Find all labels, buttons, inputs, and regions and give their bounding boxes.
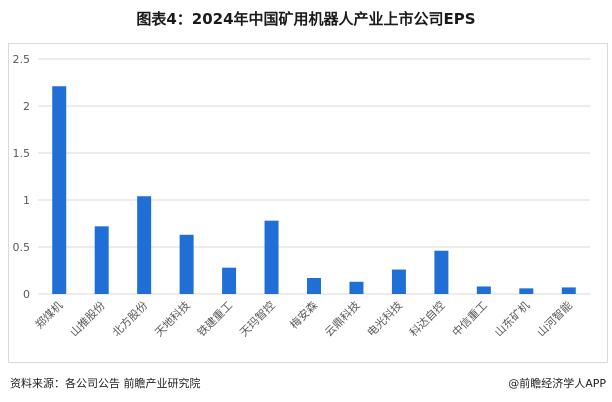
bar-2 <box>94 226 109 294</box>
bar-8 <box>349 281 364 294</box>
x-axis-ticks: 郑煤机 山推股份 北方股份 天地科技 铁建重工 天玛智控 梅安森 云鼎科技 电光科技 科达自控 中信… <box>32 298 575 339</box>
x-tick-label: 山东矿机 <box>491 298 532 339</box>
x-tick-label: 北方股份 <box>109 298 150 339</box>
bar-11 <box>476 286 491 294</box>
bar-9 <box>391 269 406 294</box>
source-note: 资料来源：各公司公告 前瞻产业研究院 <box>10 377 201 390</box>
y-tick-label: 1.5 <box>13 147 31 160</box>
x-tick-label: 中信重工 <box>449 298 490 339</box>
bar-10 <box>434 250 449 294</box>
y-tick-label: 1 <box>23 194 30 207</box>
y-axis-ticks: 0 0.5 1 1.5 2 2.5 <box>13 53 31 301</box>
chart-frame <box>8 43 608 363</box>
y-tick-label: 2.5 <box>13 53 31 66</box>
bars <box>52 86 576 294</box>
bar-4 <box>179 234 194 294</box>
grid-layer <box>38 58 590 295</box>
x-tick-label: 铁建重工 <box>194 298 235 339</box>
x-tick-label: 科达自控 <box>406 298 447 339</box>
brand-credit: @前瞻经济学人APP <box>508 377 606 390</box>
bar-5 <box>222 267 237 294</box>
y-tick-label: 2 <box>23 100 30 113</box>
bar-13 <box>561 287 576 294</box>
bar-6 <box>264 220 279 294</box>
bar-12 <box>519 288 534 294</box>
x-tick-label: 电光科技 <box>364 298 405 339</box>
x-tick-label: 梅安森 <box>287 298 320 331</box>
x-tick-label: 天玛智控 <box>237 298 278 339</box>
bar-3 <box>137 196 152 294</box>
y-tick-label: 0.5 <box>13 241 31 254</box>
x-tick-label: 云鼎科技 <box>322 298 363 339</box>
x-tick-label: 山推股份 <box>67 298 108 339</box>
bar-1 <box>52 86 67 294</box>
x-tick-label: 山河智能 <box>534 298 575 339</box>
x-tick-label: 天地科技 <box>152 298 193 339</box>
chart-title: 图表4：2024年中国矿用机器人产业上市公司EPS <box>136 10 476 28</box>
y-tick-label: 0 <box>23 288 30 301</box>
x-tick-label: 郑煤机 <box>32 298 65 331</box>
bar-7 <box>307 278 321 294</box>
